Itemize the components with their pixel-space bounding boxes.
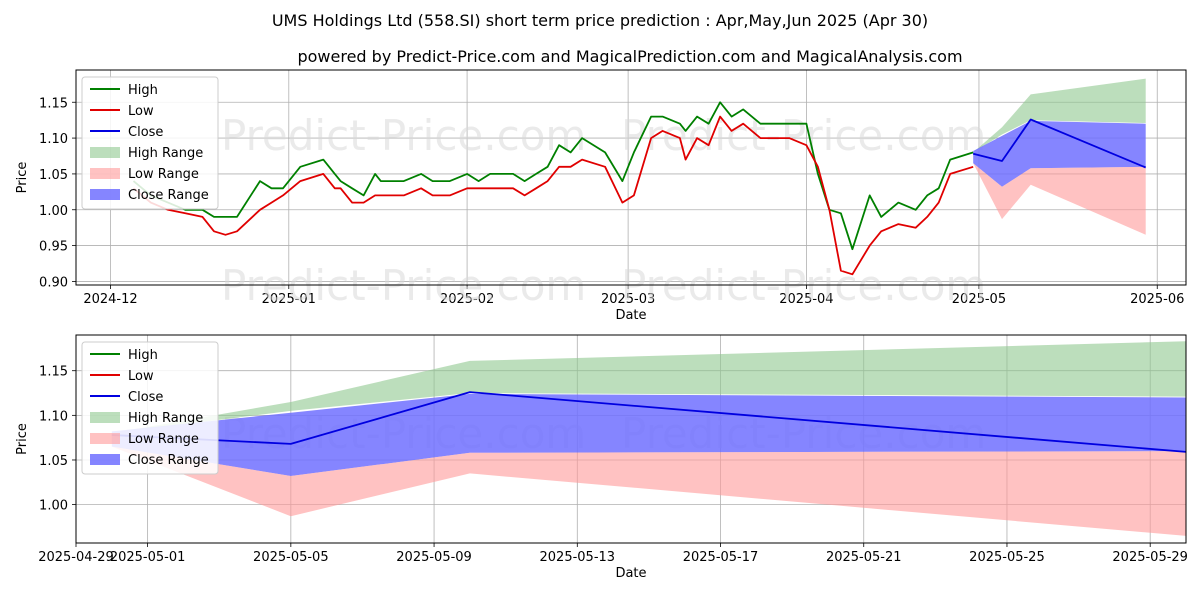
chart-panel-1: 2024-12 2025-01 2025-02 2025-03 2025-04 2025-… (15, 69, 1187, 323)
legend-label-close: Close (128, 390, 163, 405)
legend-label-high: High (128, 83, 158, 98)
legend: High Low Close High Range Low Range Close Ran… (81, 341, 219, 475)
x-tick-label: 2025-03 (601, 292, 655, 307)
chart-subtitle: powered by Predict-Price.com and Magical… (297, 47, 962, 66)
y-axis-label: Price (15, 162, 30, 194)
series-line-close (972, 118, 1147, 169)
x-tick-label: 2025-05-25 (969, 550, 1045, 565)
legend-label-close: Close (128, 125, 163, 140)
x-tick-label: 2025-05-21 (826, 550, 902, 565)
legend-swatch-low-range (90, 433, 120, 444)
y-tick-label: 1.00 (39, 204, 68, 219)
legend: High Low Close High Range Low Range Close Ran… (81, 76, 219, 210)
y-tick-label: 1.00 (39, 499, 68, 514)
y-tick-label: 1.15 (39, 365, 68, 380)
y-tick-label: 1.05 (39, 168, 68, 183)
x-axis-label: Date (615, 308, 646, 323)
x-tick-label: 2025-05-09 (396, 550, 472, 565)
range-band-close-range (973, 120, 1146, 187)
x-tick-label: 2025-04 (779, 292, 833, 307)
y-tick-label: 1.15 (39, 96, 68, 111)
plot-area (111, 341, 1186, 536)
legend-label-low-range: Low Range (128, 432, 199, 447)
watermark-text: Predict-Price.com (621, 111, 986, 160)
legend-label-high: High (128, 348, 158, 363)
x-axis-label: Date (615, 566, 646, 581)
chart-title: UMS Holdings Ltd (558.SI) short term pri… (272, 11, 928, 30)
legend-label-low: Low (128, 369, 154, 384)
x-tick-label: 2025-05-13 (540, 550, 616, 565)
legend-label-low: Low (128, 104, 154, 119)
x-tick-label: 2025-05-05 (253, 550, 329, 565)
x-tick-label: 2025-01 (262, 292, 316, 307)
legend-label-high-range: High Range (128, 411, 203, 426)
plot-frame (75, 69, 1187, 286)
legend-swatch-close-range (90, 189, 120, 200)
legend-swatch-high-range (90, 412, 120, 423)
legend-swatch-low-range (90, 168, 120, 179)
legend-label-high-range: High Range (128, 146, 203, 161)
legend-swatch-close-range (90, 454, 120, 465)
x-tick-label: 2025-06 (1130, 292, 1184, 307)
y-tick-label: 1.10 (39, 132, 68, 147)
legend-label-low-range: Low Range (128, 167, 199, 182)
y-tick-label: 0.90 (39, 275, 68, 290)
plot-area (132, 78, 1147, 276)
x-tick-label: 2025-02 (440, 292, 494, 307)
range-band-high-range (973, 78, 1146, 153)
y-tick-label: 1.05 (39, 454, 68, 469)
series-line-low (132, 115, 974, 276)
legend-label-close-range: Close Range (128, 188, 209, 203)
y-tick-label: 1.10 (39, 409, 68, 424)
legend-label-close-range: Close Range (128, 453, 209, 468)
y-tick-label: 0.95 (39, 240, 68, 255)
plot-frame (75, 334, 1187, 544)
legend-swatch-high-range (90, 147, 120, 158)
watermark-text: Predict-Price.com (221, 111, 586, 160)
range-band-low-range (111, 446, 1186, 536)
range-band-low-range (973, 163, 1146, 235)
range-band-close-range (111, 393, 1186, 476)
x-tick-label: 2025-05-17 (683, 550, 759, 565)
x-tick-label: 2024-12 (83, 292, 137, 307)
x-tick-label: 2025-04-29 (38, 550, 114, 565)
y-axis-label: Price (15, 423, 30, 455)
x-tick-label: 2025-05-29 (1112, 550, 1188, 565)
range-band-high-range (111, 341, 1186, 434)
x-tick-label: 2025-05 (952, 292, 1006, 307)
x-tick-label: 2025-05-01 (110, 550, 186, 565)
